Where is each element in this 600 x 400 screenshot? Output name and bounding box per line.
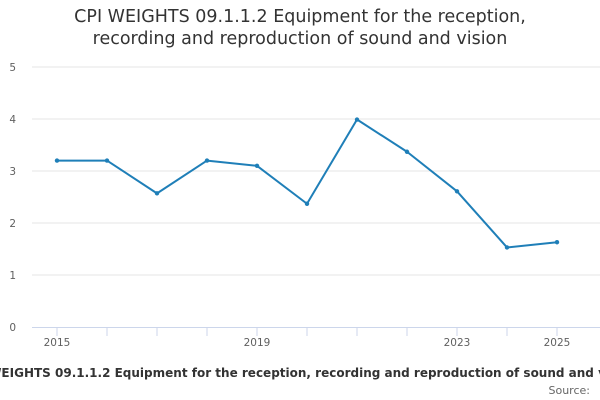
y-axis: 0 1 2 3 4 5 — [9, 62, 16, 334]
data-point[interactable] — [504, 245, 510, 250]
series-layer — [54, 117, 560, 250]
data-point[interactable] — [304, 201, 310, 206]
data-point[interactable] — [104, 158, 110, 163]
chart-title-line-1: CPI WEIGHTS 09.1.1.2 Equipment for the r… — [74, 7, 526, 27]
data-point[interactable] — [354, 117, 360, 122]
y-tick-label: 2 — [9, 218, 16, 230]
x-tick-label: 2015 — [44, 337, 71, 349]
y-tick-label: 1 — [9, 270, 16, 282]
data-point[interactable] — [154, 191, 160, 196]
grid-lines — [32, 66, 600, 276]
data-point[interactable] — [54, 158, 60, 163]
y-tick-label: 4 — [9, 114, 16, 126]
data-point[interactable] — [404, 149, 410, 154]
data-point[interactable] — [554, 240, 560, 245]
x-axis-labels: 2015 2019 2023 2025 — [44, 337, 571, 349]
chart-title-line-2: recording and reproduction of sound and … — [92, 29, 508, 49]
legend-entry[interactable]: CPI WEIGHTS 09.1.1.2 Equipment for the r… — [0, 366, 600, 380]
source-label: Source: — [549, 384, 591, 397]
series-line — [56, 118, 558, 249]
y-tick-label: 3 — [9, 166, 16, 178]
x-tick-label: 2019 — [244, 337, 271, 349]
x-tick-label: 2025 — [544, 337, 571, 349]
y-tick-label: 5 — [9, 62, 16, 74]
chart-title: CPI WEIGHTS 09.1.1.2 Equipment for the r… — [0, 6, 600, 50]
data-point[interactable] — [454, 189, 460, 194]
data-point[interactable] — [204, 158, 210, 163]
x-axis — [32, 327, 600, 336]
x-tick-label: 2023 — [444, 337, 471, 349]
data-point[interactable] — [254, 163, 260, 168]
y-tick-label: 0 — [9, 322, 16, 334]
